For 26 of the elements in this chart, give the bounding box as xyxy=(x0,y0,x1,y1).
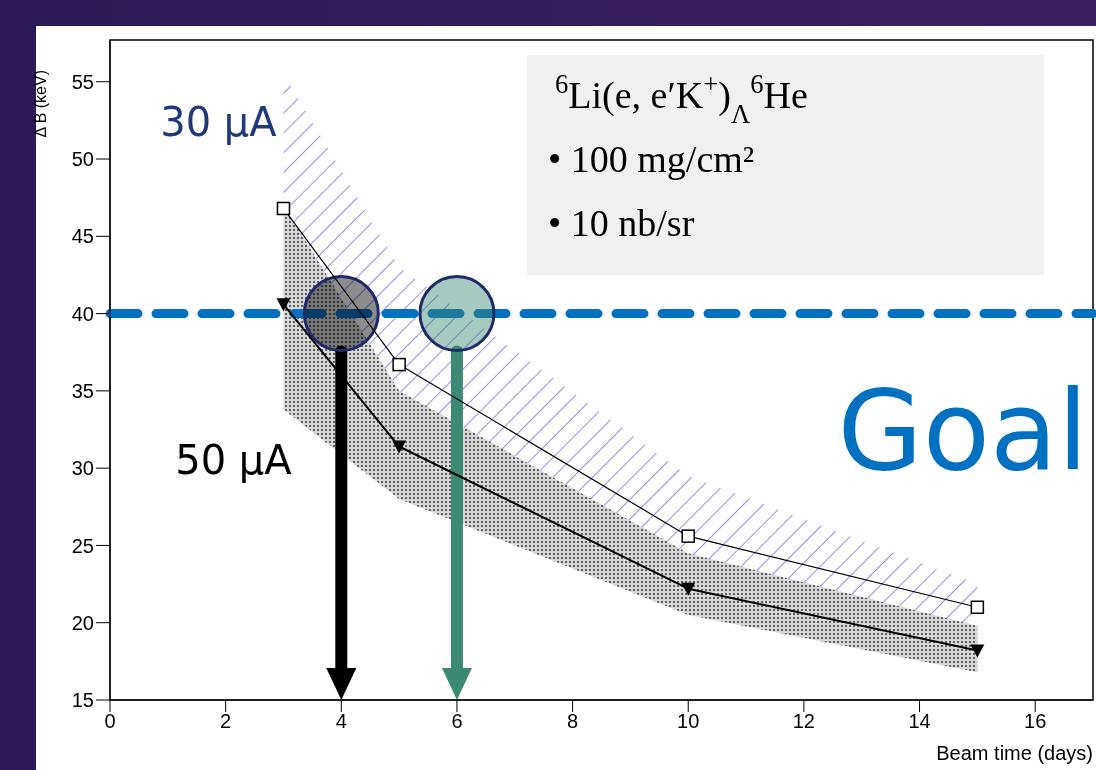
annotation: • 10 nb/sr xyxy=(548,202,695,244)
x-tick-label: 8 xyxy=(567,710,579,733)
x-tick-label: 12 xyxy=(792,710,816,733)
series-label: 50 μA xyxy=(175,437,293,484)
x-tick-label: 4 xyxy=(335,710,347,733)
x-tick-label: 2 xyxy=(220,710,232,733)
y-tick-label: 45 xyxy=(71,225,94,248)
y-tick-label: 30 xyxy=(71,457,94,480)
y-tick-label: 20 xyxy=(71,611,94,634)
ref-line-label: Goal xyxy=(837,366,1088,495)
x-tick-label: 10 xyxy=(677,710,700,733)
y-tick-label: 55 xyxy=(71,70,94,93)
y-tick-label: 25 xyxy=(71,534,94,557)
y-tick-label: 15 xyxy=(71,689,94,712)
x-axis-title: Beam time (days) xyxy=(936,742,1093,764)
x-tick-label: 14 xyxy=(908,710,931,733)
series-label: 30 μA xyxy=(160,99,278,146)
annotation: $^{6}$Li(e, e′K$^{+}$)$_{Λ}$$^{6}$He xyxy=(555,69,808,129)
y-axis-title: Δ B (keV) xyxy=(32,70,50,138)
annotation: • 100 mg/cm² xyxy=(548,138,755,180)
x-tick-label: 0 xyxy=(104,710,116,733)
y-tick-label: 40 xyxy=(71,302,94,325)
y-tick-label: 50 xyxy=(71,148,94,171)
y-tick-label: 35 xyxy=(71,379,94,402)
x-tick-label: 16 xyxy=(1024,710,1047,733)
x-tick-label: 6 xyxy=(451,710,463,733)
